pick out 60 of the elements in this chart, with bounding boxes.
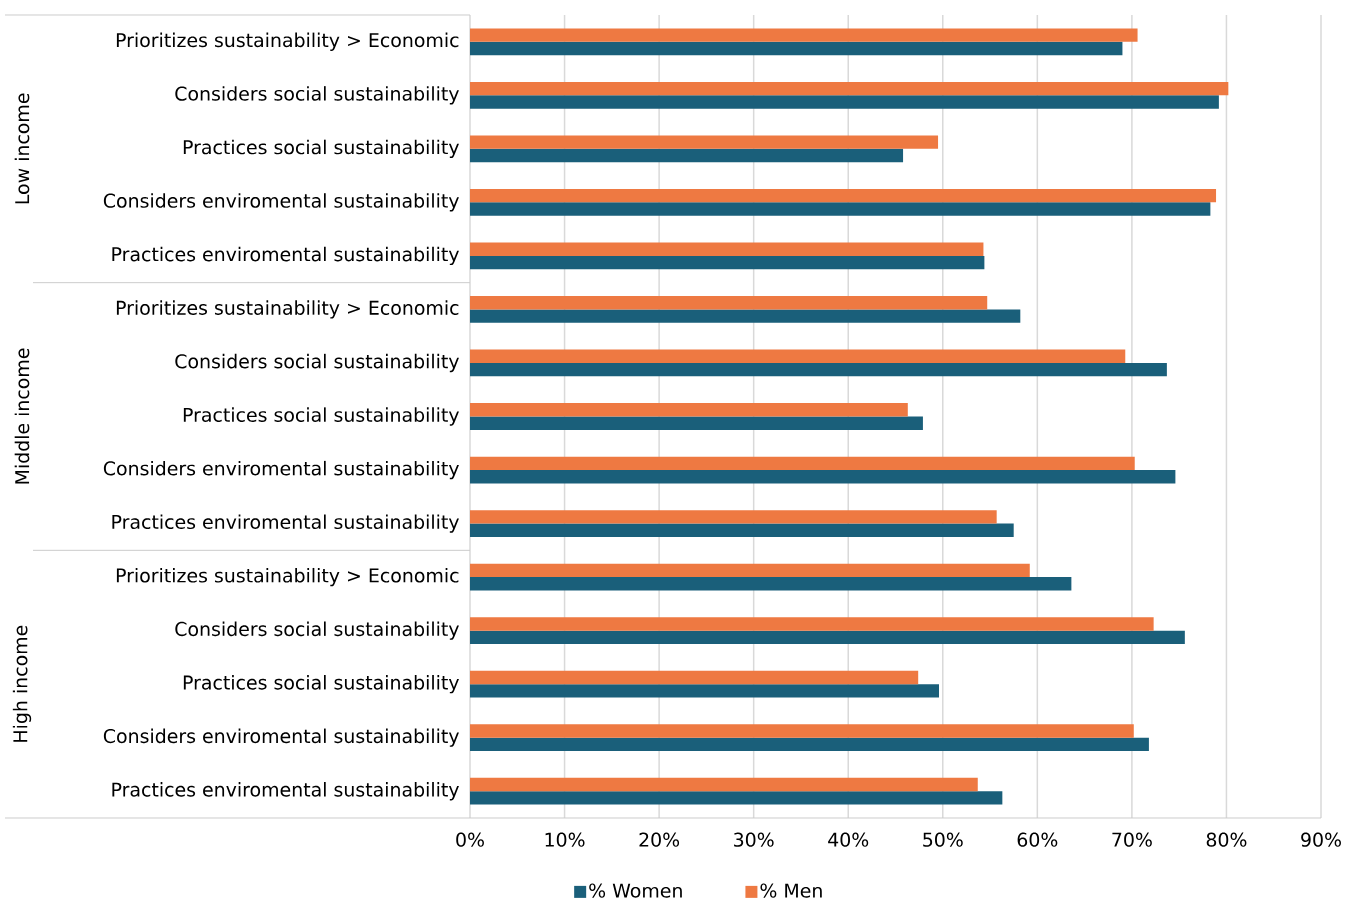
- y-tick-label: Considers social sustainability: [175, 621, 459, 640]
- y-tick-label: Practices social sustainability: [183, 139, 459, 158]
- x-tick-label: 30%: [734, 832, 774, 847]
- x-tick-label: 80%: [1206, 832, 1247, 847]
- bar: [470, 456, 1135, 470]
- y-tick-label: Practices enviromental sustainability: [112, 246, 459, 265]
- y-tick-label: Considers social sustainability: [175, 86, 459, 105]
- x-tick-label: 20%: [639, 832, 680, 847]
- bar: [470, 670, 919, 685]
- bar: [470, 349, 1126, 363]
- bar: [470, 563, 1030, 577]
- bar: [470, 295, 988, 310]
- x-tick-label: 90%: [1301, 832, 1341, 847]
- y-tick-label: Considers enviromental sustainability: [103, 460, 459, 480]
- bar: [470, 737, 1149, 751]
- x-tick-label: 10%: [545, 832, 585, 847]
- bar: [470, 188, 1217, 203]
- bar: [470, 28, 1138, 42]
- text: High income: [12, 625, 32, 742]
- bar: [470, 309, 1021, 323]
- bar: [470, 523, 1014, 537]
- x-tick-label: 40%: [828, 832, 869, 847]
- bar: [470, 95, 1219, 109]
- x-tick-label: 60%: [1017, 832, 1058, 847]
- y-tick-label: Considers social sustainability: [175, 353, 459, 372]
- bar: [470, 684, 939, 698]
- bar: [470, 41, 1123, 56]
- bar: [470, 617, 1154, 631]
- bar: [470, 576, 1072, 591]
- bar: [470, 630, 1185, 644]
- bar: [470, 791, 1003, 805]
- x-tick-label: 70%: [1112, 832, 1152, 847]
- text: Low income: [14, 93, 30, 204]
- bar: [470, 148, 904, 163]
- y-tick-label: Practices social sustainability: [183, 674, 459, 694]
- bar: [470, 81, 1229, 96]
- y-tick-label: Considers enviromental sustainability: [103, 728, 459, 747]
- bar: [470, 510, 997, 524]
- bar: [470, 255, 985, 270]
- bar: [470, 416, 923, 430]
- bar: [470, 724, 1134, 738]
- bar: [470, 777, 978, 792]
- y-tick-label: Practices enviromental sustainability: [112, 514, 459, 533]
- text: Middle income: [14, 348, 30, 484]
- y-tick-label: Prioritizes sustainability > Economic: [116, 300, 459, 319]
- y-tick-label: Prioritizes sustainability > Economic: [116, 32, 459, 51]
- y-tick-label: Practices enviromental sustainability: [112, 781, 459, 801]
- legend-label: % Women: [589, 883, 682, 898]
- bar: [470, 135, 939, 149]
- y-tick-label: Practices social sustainability: [183, 407, 459, 426]
- legend-label: % Men: [760, 883, 822, 898]
- y-tick-label: Prioritizes sustainability > Economic: [116, 567, 459, 587]
- y-tick-label: Considers enviromental sustainability: [103, 193, 459, 212]
- x-tick-label: 50%: [923, 832, 963, 847]
- bar: [470, 402, 908, 417]
- bar: [470, 469, 1176, 484]
- bar: [470, 242, 984, 256]
- x-tick-label: 0%: [456, 832, 484, 847]
- bar: [470, 362, 1167, 377]
- bar: [470, 202, 1211, 216]
